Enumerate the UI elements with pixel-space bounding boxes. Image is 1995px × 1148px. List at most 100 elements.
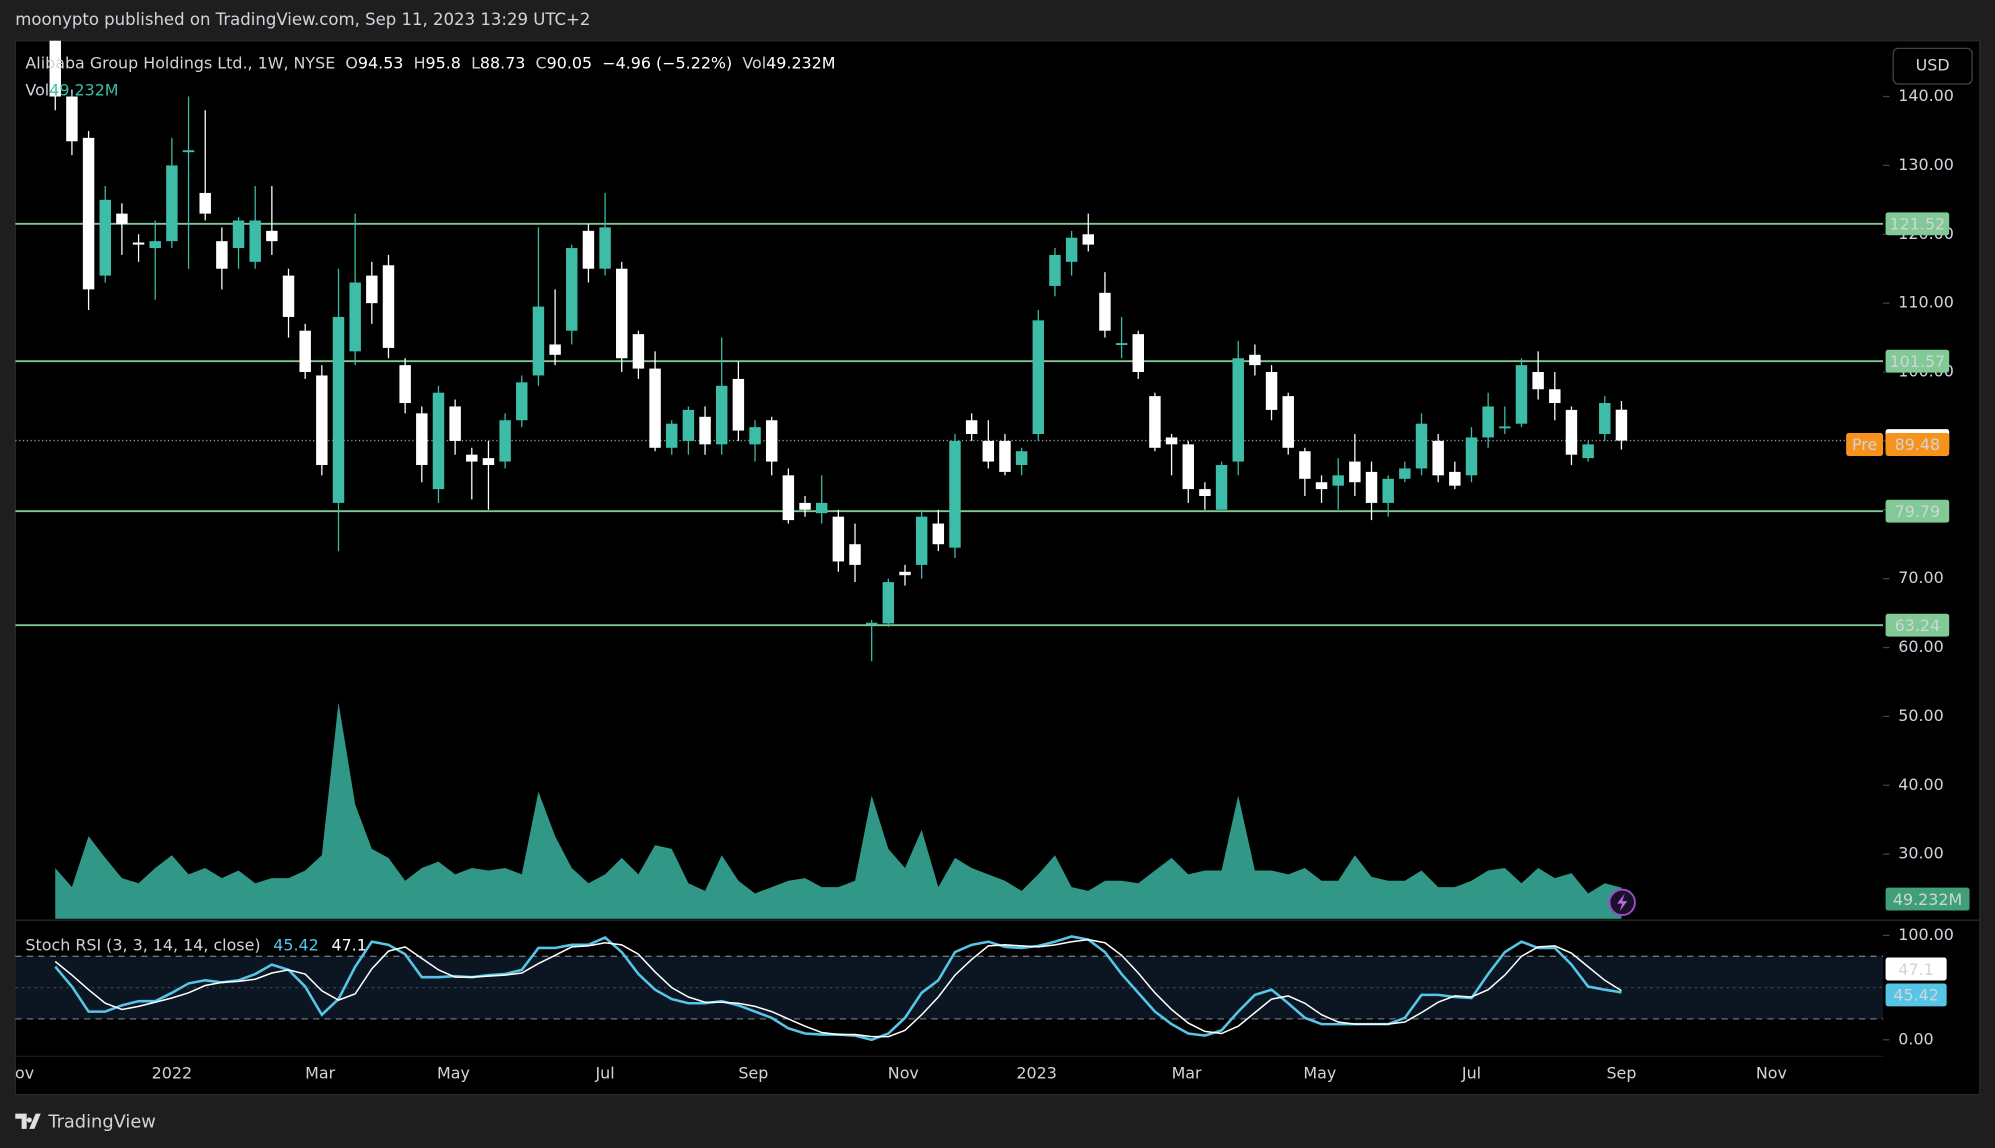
stoch-label-box [1885,957,1947,981]
candle-body [815,502,828,514]
y-tick-label: 130.00 [1898,155,1954,174]
price-label-box [1885,212,1950,236]
open-value: 94.53 [358,53,403,72]
y-tick-label: 70.00 [1898,568,1943,587]
candle-body [1449,471,1461,486]
price-label: 121.52 [1890,215,1946,234]
time-axis: Nov 2022 Mar May Jul Sep Nov 2023 Mar May Jul Sep No… [3,1064,1787,1083]
candle-body [1315,482,1328,490]
vol-value: 49.232M [766,53,835,72]
x-tick-label: Nov [3,1064,34,1083]
candle-body [466,454,478,462]
vol-value: 49.232M [49,80,118,99]
candle-body [915,516,928,565]
x-tick-label: Jul [1461,1064,1481,1083]
candle-body [1465,437,1478,476]
candle-body [1499,426,1511,429]
candle-body [316,375,328,466]
candle-body [482,458,495,466]
candle-body [499,420,511,462]
x-tick-label: Sep [1606,1064,1636,1083]
x-tick-label: Nov [888,1064,919,1083]
candle-body [382,265,395,348]
candle-body [1182,444,1194,490]
stoch-line [54,938,1622,1038]
alert-bolt [1617,893,1628,912]
candle-body [1149,396,1161,448]
candle-body [715,385,728,445]
candle-body [682,409,695,441]
candle-body [549,344,561,355]
x-tick-label: May [1303,1064,1336,1083]
volume-area [55,702,1622,919]
close-letter: C [536,53,547,72]
candle-body [1365,471,1378,503]
candle-body [666,423,678,448]
candle-body [832,516,845,562]
candle-body [249,220,261,262]
candle-body [1615,409,1628,441]
stoch-title: Stoch RSI (3, 3, 14, 14, close) [25,935,260,954]
candle-body [1199,489,1211,497]
y-tick-label: 50.00 [1898,706,1943,725]
stoch-d-value: 47.1 [331,935,366,954]
price-label: 89.48 [1895,435,1940,454]
candle-body [1332,475,1344,486]
candle-body [1415,423,1428,469]
vol-letter: Vol [25,80,49,99]
candle-body [732,378,745,431]
candle-body [332,316,345,503]
candle-body [566,248,578,331]
candle-body [799,502,811,510]
candle-body [1582,444,1594,459]
candle-body [416,413,428,466]
candle-body [166,165,178,242]
candle-body [366,275,378,304]
candle-body [216,241,228,269]
candle-body [266,230,278,242]
candle-body [1165,437,1178,445]
y-tick-label: 140.00 [1898,86,1954,105]
legend-row: Alibaba Group Holdings Ltd., 1W, NYSE O9… [25,53,835,72]
currency-button[interactable] [1892,47,1973,85]
candle-body [616,268,628,359]
price-label-box [1885,349,1950,373]
candle-body [899,571,911,576]
volume-legend: Vol49.232M [25,80,118,99]
high-letter: H [414,53,426,72]
currency[interactable]: USD [1916,56,1950,75]
publish-header: moonypto published on TradingView.com, S… [15,10,590,29]
candle-body [116,213,128,224]
candle-body [232,220,245,249]
price-label-box [1885,613,1950,637]
stoch-label: 47.1 [1898,960,1933,979]
candle-body [199,192,211,214]
candle-body [1549,389,1561,404]
candle-body [1215,465,1228,510]
candle-body [1049,254,1061,286]
x-tick-label: Mar [1172,1064,1202,1083]
candle-body [765,420,778,462]
price-label: 63.24 [1895,616,1940,635]
candle-body [865,622,878,625]
price-label: 79.79 [1895,502,1940,521]
candle-body [1382,478,1394,503]
price-pane [15,40,1884,919]
candle-body [1482,406,1494,438]
vol-letter: Vol [742,53,766,72]
candle-body [1432,440,1444,476]
footer-brand: TradingView [47,1112,156,1133]
x-tick-label: 2022 [152,1064,192,1083]
candle-body [882,582,895,624]
candle-body [532,306,545,376]
y-tick-label: 110.00 [1898,293,1954,312]
candle-body [1399,468,1411,479]
candle-body [1265,372,1278,410]
x-tick-label: Mar [305,1064,335,1083]
y-tick-label: 0.00 [1898,1029,1933,1048]
candle-body [1532,372,1544,390]
y-tick-label: 60.00 [1898,637,1943,656]
stoch-legend: Stoch RSI (3, 3, 14, 14, close) 45.42 47… [25,935,366,954]
candle-body [849,544,861,565]
